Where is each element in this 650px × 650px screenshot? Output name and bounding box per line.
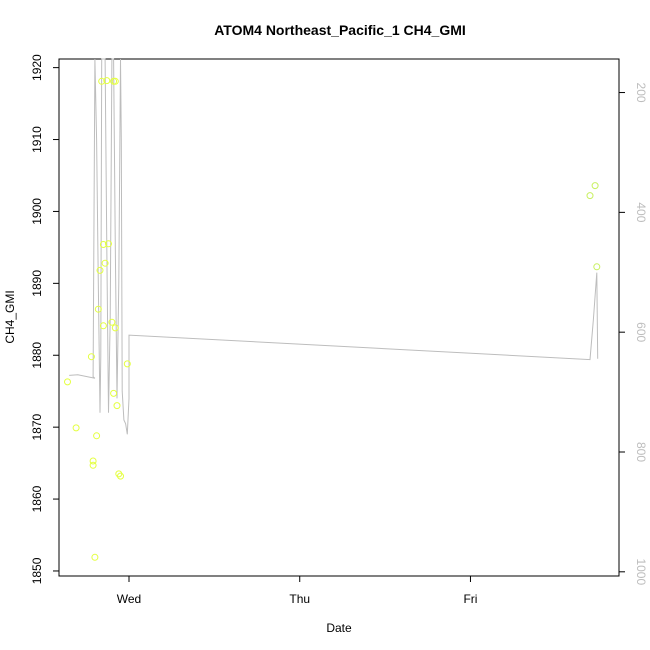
plot-frame [58, 58, 620, 577]
data-point [586, 192, 594, 200]
x-tick-label: Thu [289, 592, 310, 606]
data-point [91, 553, 99, 561]
y-tick-label: 1860 [30, 485, 44, 512]
data-point [93, 432, 101, 440]
y2-tick-label: 600 [634, 322, 648, 342]
data-point [111, 77, 119, 85]
y-tick-label: 1880 [30, 342, 44, 369]
y2-tick-label: 800 [634, 442, 648, 462]
data-point [96, 266, 104, 274]
data-point [64, 378, 71, 386]
data-point [99, 241, 107, 248]
data-point [99, 322, 107, 330]
y-axis-label: CH4_GMI [3, 290, 17, 343]
data-point [105, 240, 112, 248]
x-tick-label: Wed [117, 592, 141, 606]
x-tick-label: Fri [463, 592, 477, 606]
data-point [110, 389, 118, 397]
series-layer [64, 58, 601, 561]
y-tick-label: 1890 [30, 270, 44, 297]
data-point [89, 461, 97, 469]
y-tick-label: 1910 [30, 126, 44, 153]
y2-tick-label: 1000 [634, 558, 648, 585]
y-tick-label: 1850 [30, 557, 44, 584]
data-point [89, 457, 97, 465]
axes-layer: 1850 1860 1870 1880 1890 1900 1910 1920 200 400 60… [30, 54, 648, 606]
series-line [69, 58, 599, 435]
data-point [113, 402, 121, 410]
data-point [103, 77, 111, 85]
data-point [101, 259, 109, 267]
data-point [117, 472, 124, 480]
data-point [123, 360, 131, 368]
data-point [98, 77, 106, 85]
data-point [94, 305, 102, 313]
data-point [111, 324, 119, 332]
y2-tick-label: 400 [634, 202, 648, 222]
data-point [87, 353, 95, 361]
x-axis-label: Date [326, 621, 352, 635]
chart-title: ATOM4 Northeast_Pacific_1 CH4_GMI [214, 22, 466, 38]
data-point [593, 263, 601, 271]
data-point [591, 182, 599, 190]
y-tick-label: 1900 [30, 198, 44, 225]
y-tick-label: 1920 [30, 54, 44, 81]
y-tick-label: 1870 [30, 413, 44, 440]
data-point [108, 318, 116, 326]
data-point [115, 470, 123, 478]
data-point [72, 424, 80, 432]
y2-tick-label: 200 [634, 83, 648, 103]
